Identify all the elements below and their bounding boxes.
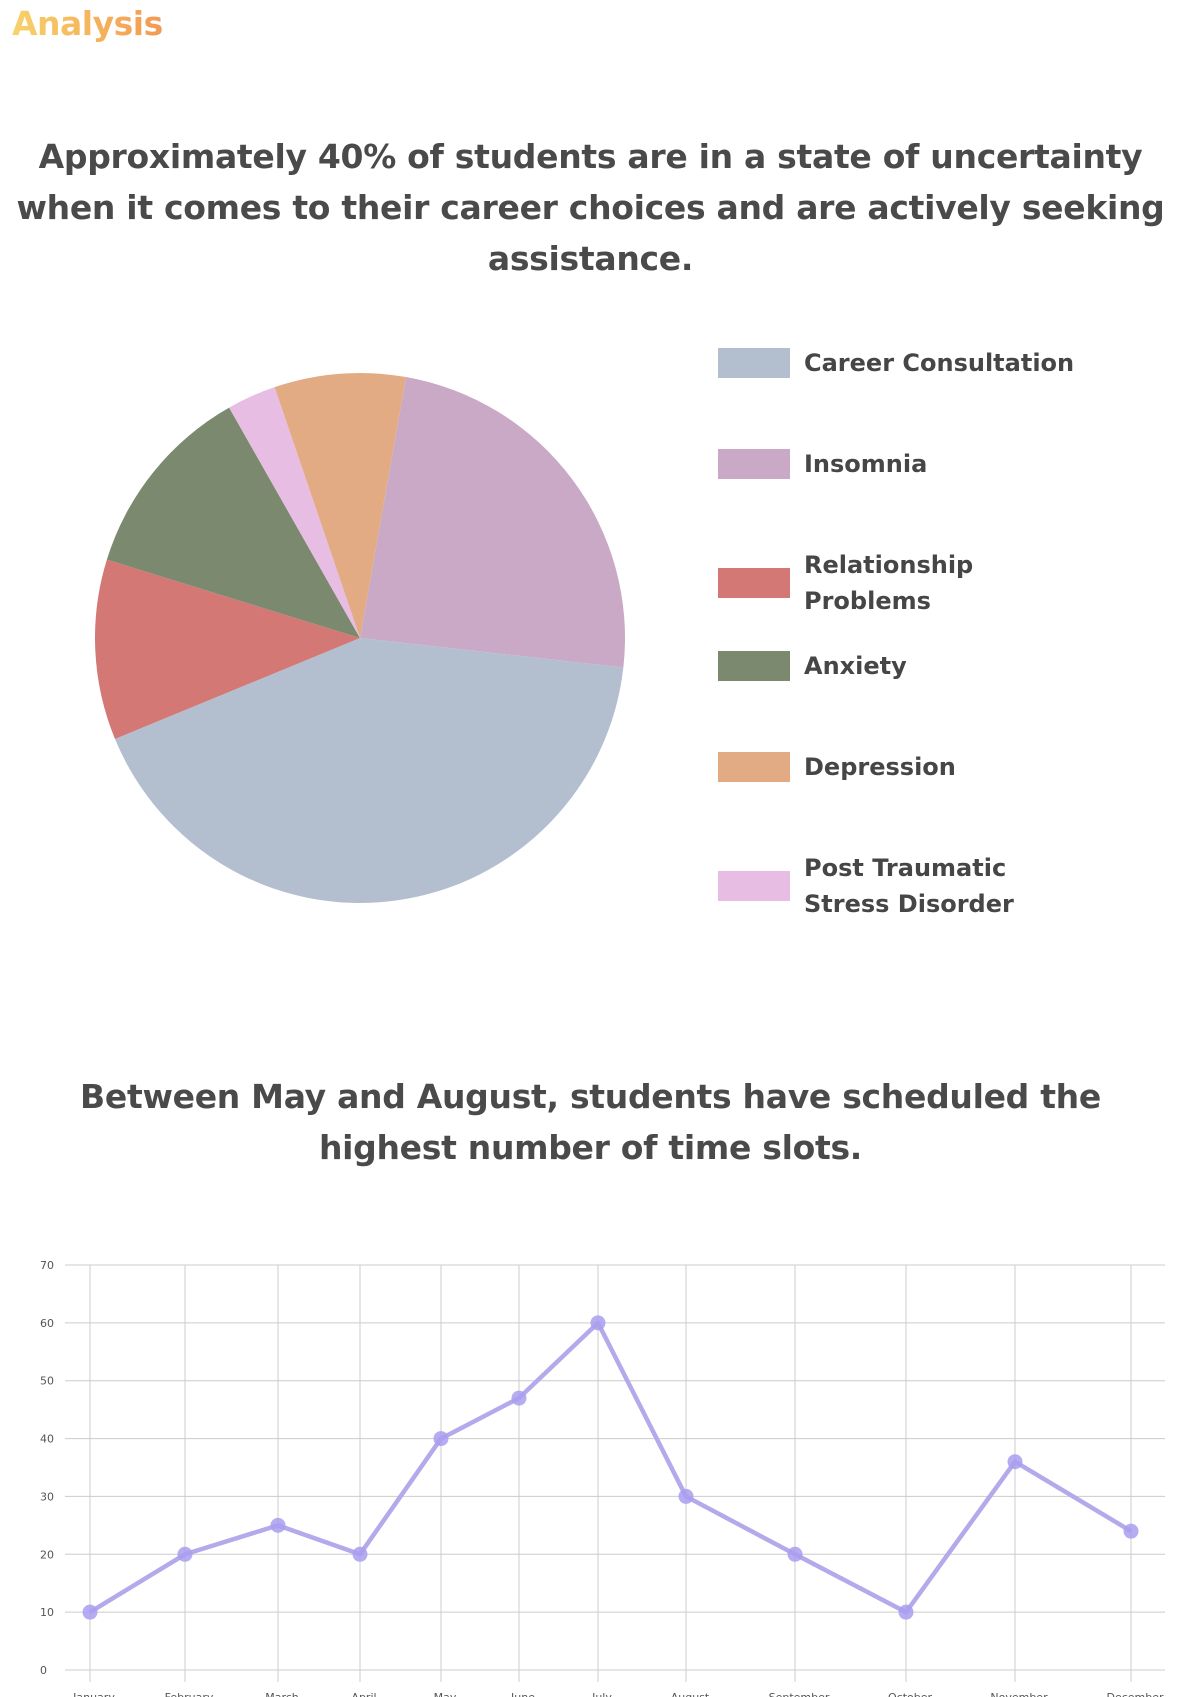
- y-tick-label: 60: [40, 1317, 54, 1330]
- x-tick-label: December: [1106, 1691, 1164, 1697]
- x-tick-label: October: [888, 1691, 932, 1697]
- line-heading: Between May and August, students have sc…: [80, 1077, 1101, 1167]
- legend-swatch: [718, 449, 790, 479]
- legend-label: Anxiety: [804, 652, 907, 680]
- legend-label: Insomnia: [804, 450, 928, 478]
- pie-slice-insomnia: [360, 377, 626, 668]
- legend-swatch: [718, 348, 790, 378]
- pie-slice-career-consultation: [114, 638, 624, 904]
- data-point-march: [270, 1517, 286, 1533]
- x-tick-label: July: [591, 1691, 612, 1697]
- x-tick-label: September: [769, 1691, 830, 1697]
- pie-slice-post-traumatic-stress-disorder: [229, 387, 360, 638]
- legend-item-depression: Depression: [718, 749, 1094, 785]
- legend-label: Depression: [804, 753, 956, 781]
- legend-swatch: [718, 651, 790, 681]
- y-tick-label: 10: [40, 1606, 54, 1619]
- legend-swatch: [718, 568, 790, 598]
- legend-label: Relationship Problems: [804, 551, 974, 615]
- data-point-september: [787, 1546, 803, 1562]
- series-line: [88, 1320, 1133, 1615]
- x-tick-label: April: [351, 1691, 376, 1697]
- legend-item-career-consultation: Career Consultation: [718, 345, 1094, 381]
- legend-item-anxiety: Anxiety: [718, 648, 1094, 684]
- x-tick-label: February: [165, 1691, 214, 1697]
- y-tick-label: 50: [40, 1375, 54, 1388]
- data-point-october: [898, 1604, 914, 1620]
- data-point-august: [678, 1488, 694, 1504]
- data-point-february: [177, 1546, 193, 1562]
- legend-item-post-traumatic-stress-disorder: Post Traumatic Stress Disorder: [718, 850, 1094, 922]
- data-point-january: [82, 1604, 98, 1620]
- pie-heading: Approximately 40% of students are in a s…: [16, 137, 1165, 278]
- data-point-june: [511, 1390, 527, 1406]
- data-point-december: [1123, 1523, 1139, 1539]
- y-tick-label: 70: [40, 1259, 54, 1272]
- y-tick-label: 30: [40, 1490, 54, 1503]
- line-chart: 0 10 20 30 40 50 60 70 January February March April…: [40, 1259, 1165, 1697]
- data-point-july: [590, 1315, 606, 1331]
- legend-swatch: [718, 871, 790, 901]
- y-tick-label: 20: [40, 1548, 54, 1561]
- legend-label: Post Traumatic Stress Disorder: [804, 854, 1014, 918]
- legend-label: Career Consultation: [804, 349, 1075, 377]
- legend-swatch: [718, 752, 790, 782]
- y-tick-label: 40: [40, 1433, 54, 1446]
- data-point-november: [1007, 1454, 1023, 1470]
- pie-chart: [94, 373, 626, 904]
- data-point-april: [352, 1546, 368, 1562]
- x-tick-label: January: [72, 1691, 115, 1697]
- page-title: Analysis: [12, 4, 163, 43]
- pie-slice-relationship-problems: [94, 559, 360, 739]
- legend-item-insomnia: Insomnia: [718, 446, 1094, 482]
- x-tick-label: June: [510, 1691, 535, 1697]
- x-tick-label: November: [990, 1691, 1048, 1697]
- pie-slice-anxiety: [106, 407, 361, 638]
- x-tick-label: March: [265, 1691, 299, 1697]
- y-tick-label: 0: [40, 1664, 47, 1677]
- data-point-may: [433, 1431, 449, 1447]
- x-tick-label: May: [434, 1691, 457, 1697]
- legend-item-relationship-problems: Relationship Problems: [718, 547, 1094, 619]
- x-tick-label: August: [671, 1691, 710, 1697]
- pie-slice-depression: [274, 373, 407, 638]
